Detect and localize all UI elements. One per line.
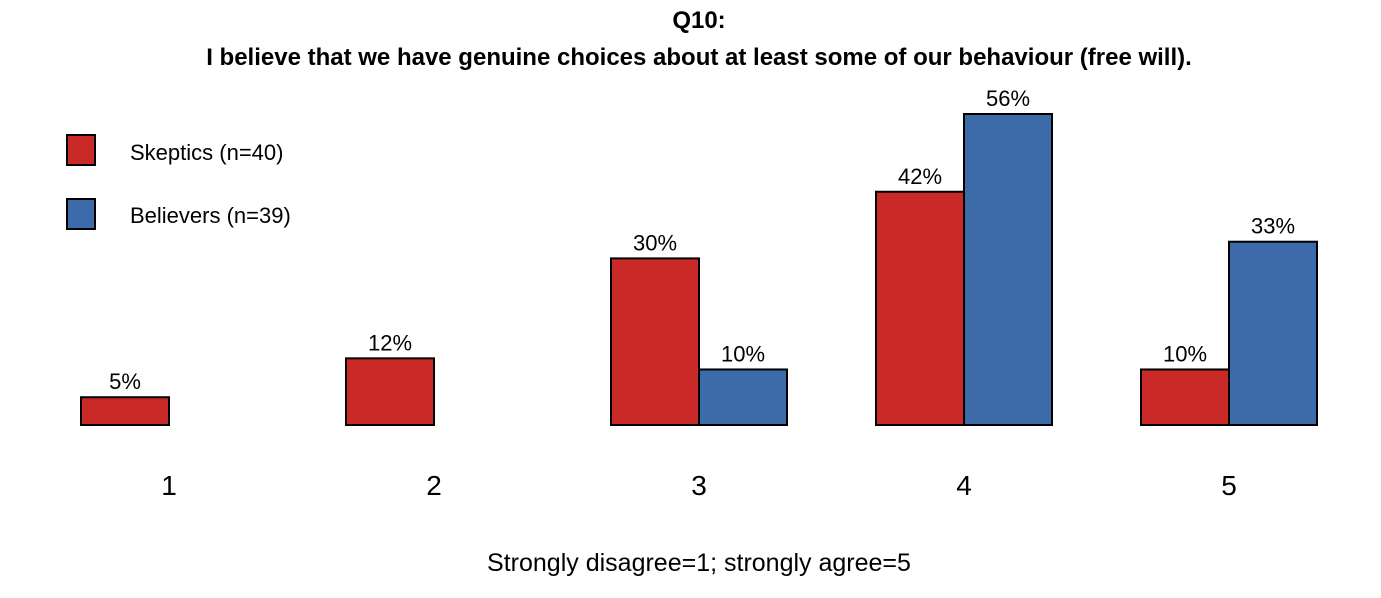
- value-label-skeptics-4: 42%: [898, 164, 942, 189]
- bar-skeptics-4: [875, 190, 965, 426]
- value-label-believers-4: 56%: [986, 86, 1030, 111]
- value-label-believers-3: 10%: [721, 341, 765, 366]
- x-tick-labels: 1 2 3 4 5: [161, 470, 1237, 501]
- bar-skeptics-1: [80, 396, 170, 427]
- value-label-skeptics-3: 30%: [633, 230, 677, 255]
- bar-skeptics-3: [610, 257, 700, 426]
- x-tick-label-2: 2: [426, 470, 442, 501]
- legend: Skeptics (n=40) Believers (n=39): [66, 134, 291, 230]
- value-label-skeptics-1: 5%: [109, 369, 141, 394]
- value-label-believers-5: 33%: [1251, 214, 1295, 239]
- x-tick-label-1: 1: [161, 470, 177, 501]
- legend-swatch-skeptics: [66, 134, 96, 166]
- bars-layer: [80, 113, 1318, 427]
- bar-skeptics-2: [345, 357, 435, 427]
- x-tick-label-3: 3: [691, 470, 707, 501]
- value-labels-layer: 5% 12% 30% 10% 42% 56% 10% 33%: [109, 86, 1295, 394]
- value-label-skeptics-5: 10%: [1163, 341, 1207, 366]
- bar-skeptics-5: [1140, 368, 1230, 427]
- legend-label-believers: Believers (n=39): [130, 203, 291, 228]
- legend-swatch-believers: [66, 198, 96, 230]
- bar-believers-3: [698, 368, 788, 427]
- bar-believers-5: [1228, 240, 1318, 426]
- chart-title: Q10:: [672, 7, 725, 34]
- value-label-skeptics-2: 12%: [368, 330, 412, 355]
- bar-believers-4: [963, 113, 1053, 426]
- legend-label-skeptics: Skeptics (n=40): [130, 140, 283, 165]
- chart-subtitle: I believe that we have genuine choices a…: [206, 44, 1192, 71]
- x-tick-label-4: 4: [956, 470, 972, 501]
- x-tick-label-5: 5: [1221, 470, 1237, 501]
- x-axis-label: Strongly disagree=1; strongly agree=5: [487, 549, 911, 577]
